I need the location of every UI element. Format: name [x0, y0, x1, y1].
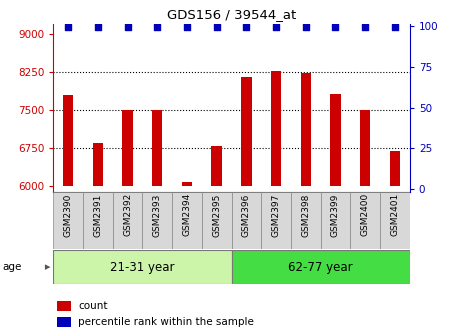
Point	[391, 24, 399, 30]
Text: GSM2398: GSM2398	[301, 193, 310, 237]
Bar	[93, 143, 103, 186]
Bar	[212, 146, 222, 186]
Point	[362, 24, 369, 30]
Bar	[152, 110, 163, 186]
Bar	[172, 192, 202, 249]
Text: 62-77 year: 62-77 year	[288, 261, 353, 274]
Text: GSM2391: GSM2391	[94, 193, 102, 237]
Point	[154, 24, 161, 30]
Bar	[113, 192, 143, 249]
Point	[94, 24, 101, 30]
Bar	[53, 192, 83, 249]
Text: count: count	[78, 301, 108, 311]
Text: GSM2390: GSM2390	[63, 193, 73, 237]
Bar	[53, 250, 232, 284]
Bar	[300, 73, 311, 186]
Text: percentile rank within the sample: percentile rank within the sample	[78, 317, 254, 327]
Bar	[380, 192, 410, 249]
Point	[183, 24, 191, 30]
Point	[272, 24, 280, 30]
Bar	[57, 301, 71, 311]
Point	[332, 24, 339, 30]
Bar	[261, 192, 291, 249]
Point	[302, 24, 309, 30]
Bar	[63, 95, 73, 186]
Bar	[330, 94, 341, 186]
Bar	[360, 110, 370, 186]
Text: age: age	[2, 262, 22, 272]
Bar	[182, 182, 192, 186]
Point	[213, 24, 220, 30]
Text: GSM2392: GSM2392	[123, 193, 132, 237]
Bar	[122, 110, 133, 186]
Bar	[143, 192, 172, 249]
Bar	[271, 71, 281, 186]
Bar	[390, 151, 400, 186]
Text: GSM2400: GSM2400	[361, 193, 369, 237]
Bar	[350, 192, 380, 249]
Point	[64, 24, 72, 30]
Bar	[241, 77, 251, 186]
Bar	[57, 317, 71, 327]
Text: GSM2396: GSM2396	[242, 193, 251, 237]
Text: GSM2397: GSM2397	[272, 193, 281, 237]
Bar	[202, 192, 232, 249]
Text: GSM2399: GSM2399	[331, 193, 340, 237]
Bar	[232, 250, 410, 284]
Bar	[83, 192, 113, 249]
Text: 21-31 year: 21-31 year	[110, 261, 175, 274]
Bar	[320, 192, 350, 249]
Text: GSM2401: GSM2401	[390, 193, 400, 237]
Bar	[291, 192, 320, 249]
Text: GSM2395: GSM2395	[212, 193, 221, 237]
Text: GSM2393: GSM2393	[153, 193, 162, 237]
Text: GSM2394: GSM2394	[182, 193, 191, 237]
Title: GDS156 / 39544_at: GDS156 / 39544_at	[167, 8, 296, 21]
Point	[124, 24, 131, 30]
Bar	[232, 192, 261, 249]
Point	[243, 24, 250, 30]
